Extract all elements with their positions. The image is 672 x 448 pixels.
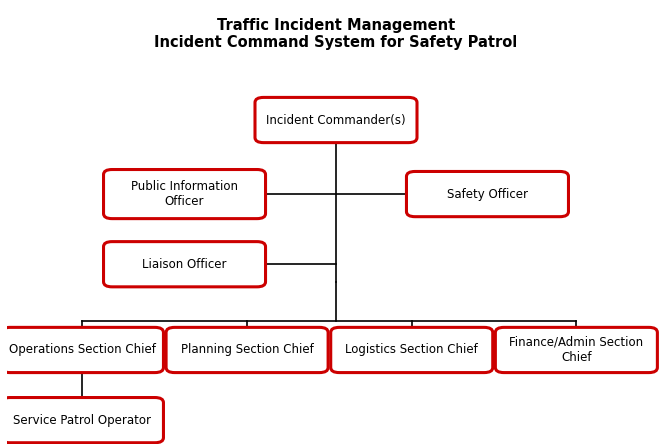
FancyBboxPatch shape [166,327,328,373]
FancyBboxPatch shape [407,172,569,217]
FancyBboxPatch shape [255,97,417,142]
Text: Logistics Section Chief: Logistics Section Chief [345,344,478,357]
Text: Safety Officer: Safety Officer [447,188,528,201]
FancyBboxPatch shape [495,327,657,373]
Text: Planning Section Chief: Planning Section Chief [181,344,313,357]
FancyBboxPatch shape [1,397,163,443]
Text: Public Information
Officer: Public Information Officer [131,180,238,208]
Text: Liaison Officer: Liaison Officer [142,258,226,271]
FancyBboxPatch shape [103,169,265,219]
FancyBboxPatch shape [1,327,163,373]
Text: Operations Section Chief: Operations Section Chief [9,344,156,357]
Text: Service Patrol Operator: Service Patrol Operator [13,414,151,426]
Text: Finance/Admin Section
Chief: Finance/Admin Section Chief [509,336,643,364]
Text: Incident Commander(s): Incident Commander(s) [266,113,406,126]
FancyBboxPatch shape [103,241,265,287]
FancyBboxPatch shape [331,327,493,373]
Text: Traffic Incident Management
Incident Command System for Safety Patrol: Traffic Incident Management Incident Com… [155,18,517,50]
